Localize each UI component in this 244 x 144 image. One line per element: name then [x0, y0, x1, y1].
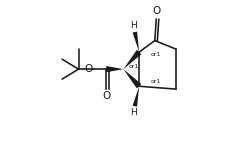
Polygon shape [106, 66, 123, 72]
Text: or1: or1 [128, 64, 139, 69]
Text: O: O [102, 91, 111, 101]
Polygon shape [123, 69, 142, 88]
Polygon shape [132, 32, 139, 52]
Polygon shape [132, 86, 139, 107]
Text: H: H [130, 108, 136, 117]
Polygon shape [123, 50, 142, 69]
Text: or1: or1 [151, 79, 161, 85]
Text: O: O [84, 64, 92, 74]
Text: or1: or1 [151, 52, 161, 57]
Text: H: H [130, 21, 136, 30]
Text: O: O [153, 6, 161, 16]
